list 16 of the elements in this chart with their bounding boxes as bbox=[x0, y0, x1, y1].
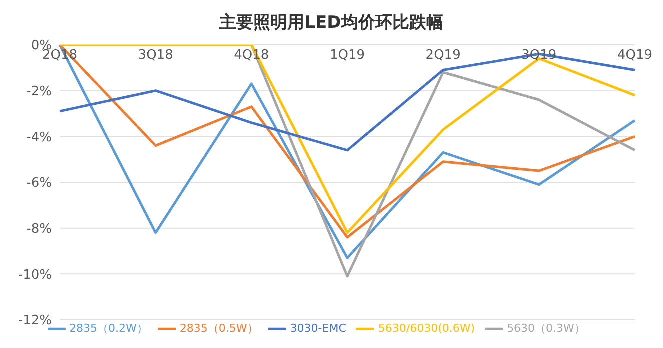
legend-label: 3030-EMC bbox=[290, 322, 346, 336]
x-tick-label: 4Q19 bbox=[617, 48, 653, 63]
x-tick-label: 1Q19 bbox=[330, 48, 366, 63]
legend-label: 5630/6030(0.6W) bbox=[378, 322, 476, 336]
y-tick-label: -4% bbox=[26, 130, 52, 146]
x-tick-label: 3Q18 bbox=[138, 48, 174, 63]
legend-label: 2835（0.2W） bbox=[70, 322, 148, 336]
y-tick-label: -2% bbox=[26, 84, 52, 100]
legend-label: 5630（0.3W） bbox=[507, 322, 586, 336]
legend-label: 2835（0.5W） bbox=[180, 322, 258, 336]
y-tick-label: -6% bbox=[26, 176, 52, 192]
y-tick-label: -8% bbox=[26, 222, 52, 237]
y-tick-label: -10% bbox=[18, 268, 52, 283]
y-tick-label: -12% bbox=[18, 314, 52, 329]
chart-title: 主要照明用LED均价环比跌幅 bbox=[218, 12, 444, 35]
x-tick-label: 2Q19 bbox=[426, 48, 461, 63]
